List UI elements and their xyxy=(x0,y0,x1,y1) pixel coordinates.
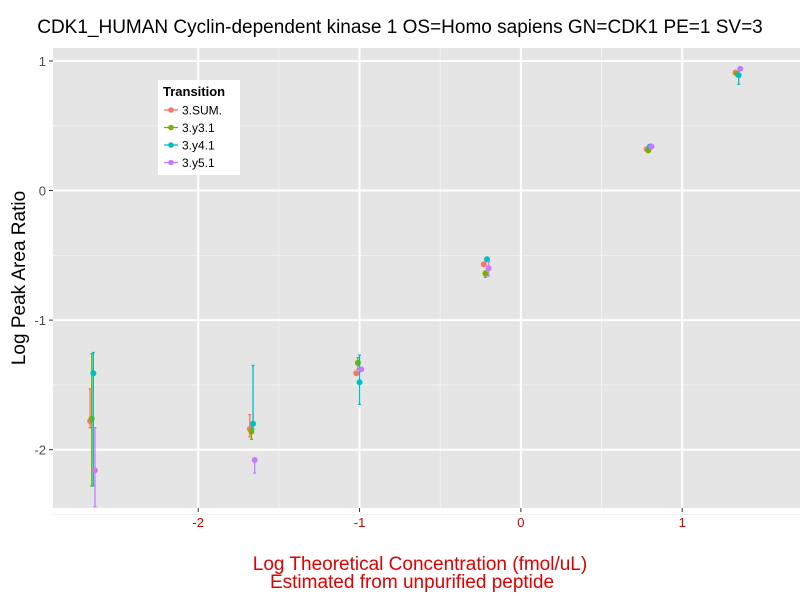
data-point xyxy=(480,261,487,268)
legend: Transition 3.SUM. 3.y3.1 3.y4.1 3.y5.1 xyxy=(158,80,240,175)
y-axis-title: Log Peak Area Ratio xyxy=(9,191,30,365)
x-tick-label: -2 xyxy=(192,515,204,530)
data-point xyxy=(250,420,257,427)
data-point xyxy=(248,428,255,435)
chart-title: CDK1_HUMAN Cyclin-dependent kinase 1 OS=… xyxy=(37,17,763,38)
legend-entry: 3.y5.1 xyxy=(164,156,215,170)
legend-entry-label: 3.SUM. xyxy=(182,104,222,118)
data-point xyxy=(91,467,98,474)
x-tick-labels: -2 -1 0 1 xyxy=(192,515,685,530)
x-tick-label: 1 xyxy=(679,515,686,530)
y-tick-label: -1 xyxy=(34,313,46,328)
legend-entry-label: 3.y5.1 xyxy=(182,156,215,170)
legend-entries: 3.SUM. 3.y3.1 3.y4.1 3.y5.1 xyxy=(164,104,222,170)
x-tick-label: 0 xyxy=(517,515,524,530)
data-point xyxy=(251,457,258,464)
legend-entry: 3.y3.1 xyxy=(164,121,215,135)
legend-entry: 3.SUM. xyxy=(164,104,222,118)
data-point xyxy=(356,379,363,386)
series-3-y5-1 xyxy=(91,65,744,508)
y-tick-labels: -2 -1 0 1 xyxy=(34,54,46,458)
data-marks xyxy=(87,65,744,508)
legend-entry: 3.y4.1 xyxy=(164,139,215,153)
data-point xyxy=(482,270,489,277)
data-point xyxy=(358,366,365,373)
legend-title: Transition xyxy=(163,84,225,99)
axis-ticks xyxy=(49,60,683,512)
legend-entry-label: 3.y3.1 xyxy=(182,121,215,135)
data-point xyxy=(485,265,492,272)
data-point xyxy=(353,370,360,377)
legend-key-point xyxy=(168,124,174,131)
x-axis-title-line1: Log Theoretical Concentration (fmol/uL) xyxy=(253,554,587,575)
series-3-y4-1 xyxy=(90,68,742,487)
legend-key-point xyxy=(168,107,174,113)
y-tick-label: 0 xyxy=(39,184,46,199)
legend-entry-label: 3.y4.1 xyxy=(182,139,215,153)
legend-key-point xyxy=(168,142,174,148)
data-point xyxy=(737,65,744,72)
x-tick-label: -1 xyxy=(354,515,366,530)
data-point xyxy=(735,72,742,79)
y-tick-label: 1 xyxy=(39,54,46,69)
data-point xyxy=(90,370,97,377)
legend-key-point xyxy=(168,159,174,166)
data-point xyxy=(648,143,655,150)
data-point xyxy=(484,256,491,263)
x-axis-title-line2: Estimated from unpurified peptide xyxy=(270,572,554,593)
y-tick-label: -2 xyxy=(34,443,46,458)
